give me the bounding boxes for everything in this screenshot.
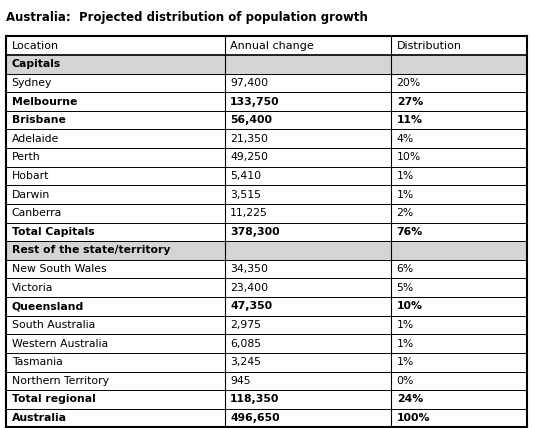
Bar	[6, 129, 527, 148]
Text: 11%: 11%	[397, 115, 423, 125]
Text: Northern Territory: Northern Territory	[12, 376, 109, 386]
Bar	[6, 204, 527, 223]
Text: 20%: 20%	[397, 78, 421, 88]
Text: Annual change: Annual change	[230, 41, 314, 51]
Bar	[6, 241, 527, 260]
Text: Total Capitals: Total Capitals	[12, 227, 94, 237]
Text: 10%: 10%	[397, 301, 423, 311]
Text: Australia: Australia	[12, 413, 67, 423]
Bar	[6, 74, 527, 92]
Text: 47,350: 47,350	[230, 301, 272, 311]
Bar	[6, 353, 527, 372]
Bar	[6, 278, 527, 297]
Text: Tasmania: Tasmania	[12, 357, 62, 367]
Text: Australia:  Projected distribution of population growth: Australia: Projected distribution of pop…	[6, 11, 368, 24]
Text: Victoria: Victoria	[12, 283, 53, 293]
Text: 23,400: 23,400	[230, 283, 268, 293]
Text: 27%: 27%	[397, 97, 423, 107]
Text: Hobart: Hobart	[12, 171, 49, 181]
Text: Western Australia: Western Australia	[12, 339, 108, 348]
Text: Distribution: Distribution	[397, 41, 462, 51]
Text: Darwin: Darwin	[12, 190, 50, 199]
Text: 496,650: 496,650	[230, 413, 280, 423]
Text: 5%: 5%	[397, 283, 414, 293]
Bar	[6, 148, 527, 166]
Text: 1%: 1%	[397, 339, 414, 348]
Text: 11,225: 11,225	[230, 208, 268, 218]
Text: 34,350: 34,350	[230, 264, 268, 274]
Bar	[6, 223, 527, 241]
Text: 1%: 1%	[397, 190, 414, 199]
Text: 97,400: 97,400	[230, 78, 268, 88]
Text: 1%: 1%	[397, 320, 414, 330]
Text: Total regional: Total regional	[12, 395, 95, 404]
Bar	[6, 36, 527, 55]
Bar	[6, 185, 527, 204]
Bar	[6, 315, 527, 334]
Bar	[6, 372, 527, 390]
Bar	[6, 409, 527, 427]
Text: 4%: 4%	[397, 134, 414, 144]
Text: 56,400: 56,400	[230, 115, 272, 125]
Text: 6%: 6%	[397, 264, 414, 274]
Text: Location: Location	[12, 41, 59, 51]
Text: New South Wales: New South Wales	[12, 264, 107, 274]
Text: Brisbane: Brisbane	[12, 115, 66, 125]
Bar	[6, 55, 527, 74]
Text: 49,250: 49,250	[230, 152, 268, 162]
Bar	[6, 297, 527, 315]
Text: Capitals: Capitals	[12, 59, 61, 69]
Text: 0%: 0%	[397, 376, 414, 386]
Text: Adelaide: Adelaide	[12, 134, 59, 144]
Text: Melbourne: Melbourne	[12, 97, 77, 107]
Text: 1%: 1%	[397, 171, 414, 181]
Text: Rest of the state/territory: Rest of the state/territory	[12, 246, 170, 256]
Text: Canberra: Canberra	[12, 208, 62, 218]
Bar	[6, 92, 527, 111]
Text: South Australia: South Australia	[12, 320, 95, 330]
Text: 6,085: 6,085	[230, 339, 261, 348]
Text: 21,350: 21,350	[230, 134, 268, 144]
Text: Perth: Perth	[12, 152, 41, 162]
Text: 100%: 100%	[397, 413, 430, 423]
Text: 3,515: 3,515	[230, 190, 261, 199]
Bar	[6, 334, 527, 353]
Text: 2%: 2%	[397, 208, 414, 218]
Bar	[6, 390, 527, 409]
Text: 76%: 76%	[397, 227, 423, 237]
Text: 118,350: 118,350	[230, 395, 280, 404]
Bar	[6, 260, 527, 278]
Text: 1%: 1%	[397, 357, 414, 367]
Bar	[6, 427, 527, 428]
Text: 24%: 24%	[397, 395, 423, 404]
Bar	[6, 166, 527, 185]
Text: 3,245: 3,245	[230, 357, 261, 367]
Text: 10%: 10%	[397, 152, 421, 162]
Text: 945: 945	[230, 376, 251, 386]
Text: 133,750: 133,750	[230, 97, 280, 107]
Text: 2,975: 2,975	[230, 320, 261, 330]
Text: Sydney: Sydney	[12, 78, 52, 88]
Bar	[6, 111, 527, 129]
Text: 378,300: 378,300	[230, 227, 280, 237]
Text: 5,410: 5,410	[230, 171, 261, 181]
Text: Queensland: Queensland	[12, 301, 84, 311]
